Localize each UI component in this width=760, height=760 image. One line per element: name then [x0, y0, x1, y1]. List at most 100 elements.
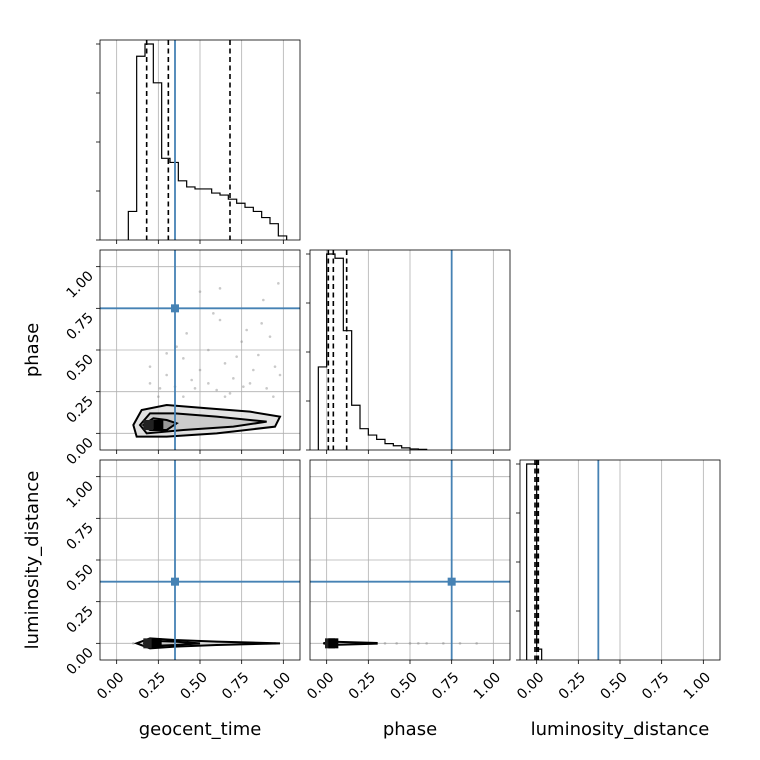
- geocent-phase-point-8: [215, 388, 218, 392]
- geocent-phase-frame: [99, 249, 301, 451]
- geocent-phase-point-35: [272, 395, 275, 398]
- xticklabel-col1-2: 0.50: [387, 670, 420, 703]
- geocent-lumdist-truth-point: [171, 577, 179, 586]
- geocent-phase-point-7: [207, 348, 210, 352]
- geocent-phase-density-peak-0: [143, 420, 154, 430]
- phase-lumdist-point-3: [395, 642, 398, 645]
- geocent-phase-point-4: [182, 357, 185, 360]
- geocent-phase-point-30: [193, 387, 197, 390]
- xlabel-luminosity-distance: luminosity_distance: [531, 719, 710, 740]
- hist-luminosity-distance-frame: [519, 459, 721, 661]
- geocent-phase-point-0: [148, 382, 152, 385]
- geocent-phase-point-23: [277, 282, 280, 285]
- ylabel-phase: phase: [22, 323, 43, 377]
- xticklabel-col0-2: 0.50: [177, 670, 210, 703]
- yticklabel-row1-3: 0.75: [63, 310, 96, 343]
- geocent-phase-point-36: [158, 387, 162, 390]
- geocent-lumdist-density-peak-0: [143, 638, 154, 649]
- geocent-phase-point-21: [198, 290, 202, 293]
- yticklabel-row2-3: 0.75: [63, 520, 96, 553]
- yticklabel-row1-4: 1.00: [63, 268, 96, 301]
- geocent-phase-point-16: [278, 373, 282, 377]
- phase-lumdist-point-6: [425, 642, 428, 645]
- phase-lumdist-frame: [309, 459, 511, 661]
- xticklabel-col2-2: 0.50: [597, 670, 630, 703]
- geocent-phase-point-19: [245, 328, 248, 332]
- geocent-phase-point-27: [207, 382, 210, 385]
- phase-lumdist-point-2: [383, 642, 387, 645]
- xticklabel-col2-0: 0.00: [514, 670, 547, 703]
- geocent-phase-point-31: [175, 345, 178, 348]
- geocent-lumdist-density-peak-1: [151, 638, 162, 649]
- panel-hist-luminosity-distance: [516, 459, 721, 664]
- xticklabel-col2-1: 0.25: [556, 670, 589, 703]
- yticklabel-row2-1: 0.25: [63, 603, 96, 636]
- yticklabel-row2-0: 0.00: [63, 645, 96, 678]
- yticklabel-row1-1: 0.25: [63, 393, 96, 426]
- yticklabel-row1-0: 0.00: [63, 435, 96, 468]
- geocent-phase-point-33: [260, 322, 263, 325]
- geocent-phase-point-29: [252, 368, 255, 372]
- geocent-phase-density-peak-1: [153, 420, 164, 430]
- geocent-phase-point-15: [273, 365, 277, 368]
- phase-lumdist-point-9: [475, 642, 478, 645]
- hist-luminosity-distance-step: [526, 463, 543, 660]
- geocent-phase-point-32: [235, 355, 238, 358]
- hist-geocent-time-frame: [99, 39, 301, 241]
- phase-lumdist-grid-y: [310, 476, 510, 644]
- geocent-phase-point-34: [212, 312, 215, 315]
- xticklabel-col1-3: 0.75: [429, 670, 462, 703]
- panel-geocent-time-vs-phase: [96, 249, 301, 454]
- hist-phase-step: [317, 253, 428, 450]
- yticklabel-row2-4: 1.00: [63, 478, 96, 511]
- geocent-phase-truth-point: [171, 304, 179, 313]
- geocent-phase-point-14: [265, 387, 268, 390]
- geocent-phase-point-5: [190, 378, 193, 382]
- xticklabel-col2-3: 0.75: [639, 670, 672, 703]
- geocent-phase-point-11: [240, 340, 243, 343]
- xticklabel-col0-0: 0.00: [94, 670, 127, 703]
- hist-luminosity-distance-grid-x: [536, 460, 704, 660]
- geocent-phase-point-24: [262, 298, 265, 302]
- phase-lumdist-density-peak-1: [328, 638, 339, 649]
- geocent-lumdist-frame: [99, 459, 301, 661]
- geocent-phase-point-20: [268, 335, 272, 338]
- yticklabel-row1-2: 0.50: [63, 352, 96, 385]
- hist-geocent-time-grid-x: [116, 40, 284, 240]
- xticklabel-col0-3: 0.75: [219, 670, 252, 703]
- panel-hist-geocent-time: [96, 39, 301, 244]
- panel-phase-vs-luminosity-distance: [309, 459, 511, 664]
- phase-lumdist-point-8: [458, 642, 462, 645]
- geocent-phase-point-22: [218, 287, 222, 290]
- geocent-phase-point-9: [223, 362, 227, 365]
- tick-labels: 0.00 0.25 0.50 0.75 1.00 0.00 0.25 0.50 0.75 1.00…: [63, 268, 714, 703]
- panel-hist-phase: [306, 249, 511, 454]
- geocent-phase-point-39: [242, 385, 245, 388]
- phase-lumdist-point-5: [417, 642, 420, 645]
- xticklabel-col2-4: 1.00: [681, 670, 714, 703]
- geocent-phase-scatter: [148, 282, 282, 398]
- phase-lumdist-point-7: [442, 642, 445, 645]
- geocent-phase-point-10: [232, 377, 235, 380]
- geocent-phase-point-28: [228, 392, 232, 395]
- geocent-lumdist-point-0: [132, 642, 135, 645]
- geocent-phase-point-12: [248, 382, 252, 385]
- phase-lumdist-point-4: [408, 642, 412, 645]
- geocent-phase-point-6: [198, 368, 202, 372]
- xticklabel-col0-1: 0.25: [136, 670, 169, 703]
- xlabel-phase: phase: [383, 719, 437, 740]
- yticklabel-row2-2: 0.50: [63, 562, 96, 595]
- geocent-phase-point-26: [148, 365, 152, 368]
- geocent-phase-point-17: [185, 332, 188, 335]
- geocent-phase-point-2: [165, 373, 168, 377]
- ylabel-luminosity-distance: luminosity_distance: [22, 471, 43, 650]
- xticklabel-col1-1: 0.25: [346, 670, 379, 703]
- geocent-phase-point-1: [157, 395, 160, 398]
- geocent-phase-point-37: [182, 395, 185, 398]
- geocent-phase-point-25: [165, 352, 168, 355]
- hist-geocent-time-step: [127, 43, 288, 240]
- xticklabel-col1-4: 1.00: [471, 670, 504, 703]
- xlabel-geocent-time: geocent_time: [139, 719, 262, 740]
- panel-geocent-time-vs-luminosity-distance: [96, 459, 301, 664]
